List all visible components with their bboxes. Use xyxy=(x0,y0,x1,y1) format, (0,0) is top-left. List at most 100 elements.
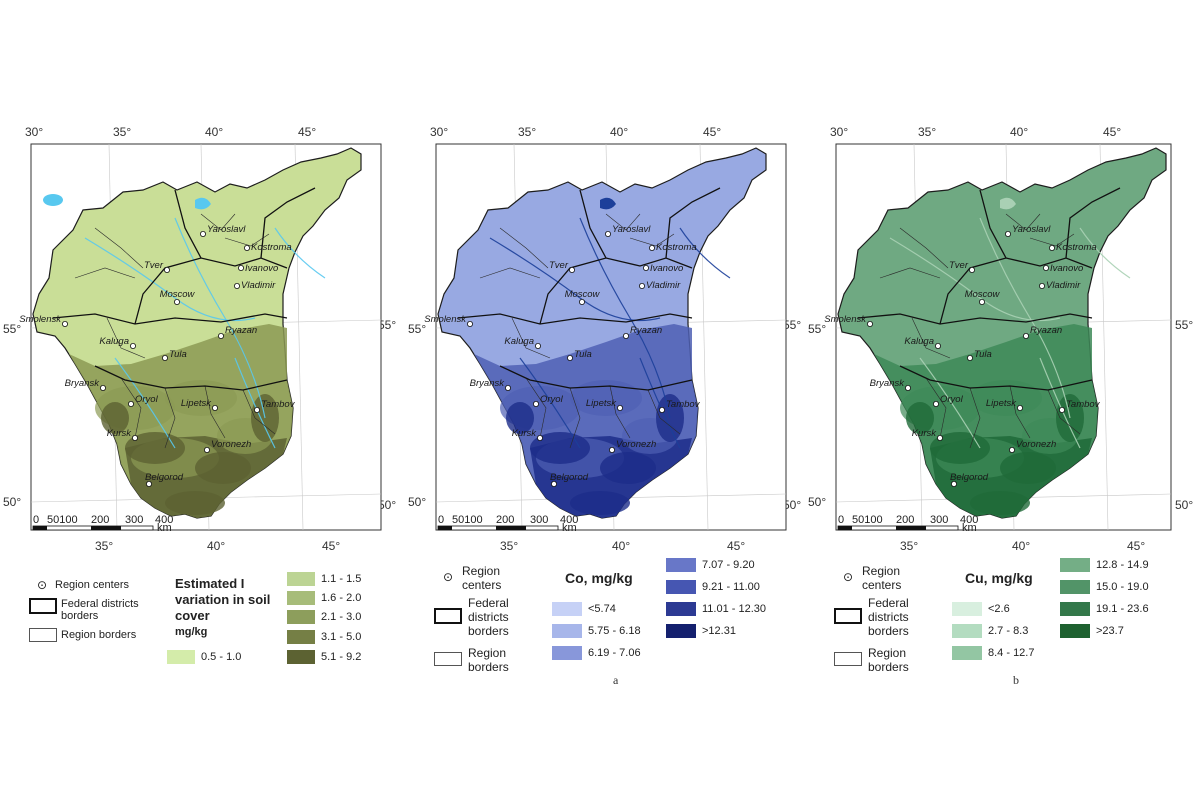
federal-district-border xyxy=(94,365,288,391)
region-centers-label: Region centers xyxy=(462,564,502,592)
legend-class: 8.4 - 12.7 xyxy=(952,646,1034,660)
region-border xyxy=(925,377,947,439)
legend-class-label: 2.1 - 3.0 xyxy=(321,611,362,623)
city-label: Tver xyxy=(144,260,164,271)
legend-federal-borders: Federal districts borders xyxy=(834,596,954,638)
map-panel-iodine: 30° 35° 40° 45° 55° 50° 55° 50° 35° 40° … xyxy=(3,118,396,683)
lon-tick-top: 30° xyxy=(830,125,849,139)
figure-letter: a xyxy=(613,673,619,687)
region-center-marker xyxy=(867,320,874,327)
city-label: Bryansk xyxy=(65,378,101,389)
river xyxy=(639,357,681,449)
lat-tick-left: 55° xyxy=(3,322,22,336)
region-center-marker xyxy=(62,320,69,327)
region-borders-label: Region borders xyxy=(868,646,909,674)
legend-class: 2.7 - 8.3 xyxy=(952,624,1028,638)
city-label: Tambov xyxy=(666,399,701,410)
region-center-marker xyxy=(211,404,218,411)
legend-cobalt: ⊙ Region centers Federal districts borde… xyxy=(430,556,790,683)
scale-label: 200 xyxy=(91,514,109,526)
region-center-marker xyxy=(100,384,107,391)
region-center-marker xyxy=(243,245,250,252)
scale-label: 0 xyxy=(838,514,844,526)
scale-label: 0 xyxy=(438,514,444,526)
legend-swatch xyxy=(666,580,696,594)
legend-class: 1.1 - 1.5 xyxy=(287,572,361,586)
lon-tick-top: 45° xyxy=(298,125,317,139)
river xyxy=(1039,357,1081,449)
city-label: Yaroslavl xyxy=(1012,224,1051,235)
federal-district-border xyxy=(857,313,1093,325)
region-center-marker xyxy=(1022,332,1029,339)
scale-label: 200 xyxy=(896,514,914,526)
legend-class: 19.1 - 23.6 xyxy=(1060,602,1149,616)
legend-class: 1.6 - 2.0 xyxy=(287,591,361,605)
city-label: Tula xyxy=(574,349,592,360)
region-center-marker xyxy=(933,400,940,407)
region-center-marker xyxy=(467,320,474,327)
city-label: Kaluga xyxy=(99,336,129,347)
federal-district-border xyxy=(457,313,693,325)
legend-class-label: <5.74 xyxy=(588,603,616,615)
value-patch xyxy=(600,452,656,484)
value-patch xyxy=(570,380,642,416)
legend-class-label: 3.1 - 5.0 xyxy=(321,631,362,643)
legend-class-label: 15.0 - 19.0 xyxy=(1096,581,1149,593)
figure-letter: b xyxy=(1013,673,1019,687)
lon-tick-top: 35° xyxy=(918,125,937,139)
lon-tick-top: 40° xyxy=(610,125,629,139)
region-border-swatch xyxy=(834,652,862,666)
legend-class: <2.6 xyxy=(952,602,1010,616)
region-border xyxy=(164,387,176,449)
river xyxy=(679,227,731,279)
city-label: Moscow xyxy=(565,289,601,300)
legend-class-label: >23.7 xyxy=(1096,625,1124,637)
city-label: Bryansk xyxy=(870,378,906,389)
value-patch xyxy=(165,491,225,515)
region-center-marker xyxy=(978,298,985,305)
federal-district-border xyxy=(899,365,1093,391)
region-center-marker xyxy=(1048,245,1055,252)
region-center-marker xyxy=(1004,231,1011,238)
federal-border-swatch xyxy=(29,598,57,614)
scale-label: 0 xyxy=(33,514,39,526)
city-label: Oryol xyxy=(540,394,564,405)
legend-class: >23.7 xyxy=(1060,624,1124,638)
legend-class: 15.0 - 19.0 xyxy=(1060,580,1149,594)
federal-district-border xyxy=(260,187,316,259)
river xyxy=(1079,227,1131,279)
city-label: Smolensk xyxy=(824,314,867,325)
legend-class-label: 1.6 - 2.0 xyxy=(321,592,362,604)
lon-tick-top: 35° xyxy=(113,125,132,139)
region-center-marker xyxy=(535,342,542,349)
scale-unit: km xyxy=(562,522,577,534)
city-label: Voronezh xyxy=(1016,439,1056,450)
lat-tick-left: 50° xyxy=(808,495,827,509)
city-label: Ryazan xyxy=(1030,325,1062,336)
legend-copper: ⊙ Region centers Federal districts borde… xyxy=(830,556,1175,683)
region-borders-label: Region borders xyxy=(61,629,137,641)
lon-tick-top: 30° xyxy=(430,125,449,139)
legend-class-label: 7.07 - 9.20 xyxy=(702,559,755,571)
region-center-marker xyxy=(937,434,944,441)
city-label: Vladimir xyxy=(241,280,276,291)
region-borders-label: Region borders xyxy=(468,646,509,674)
region-center-marker xyxy=(905,384,912,391)
region-center-marker xyxy=(128,400,135,407)
region-center-marker xyxy=(161,354,168,361)
legend-class: 3.1 - 5.0 xyxy=(287,630,361,644)
city-label: Yaroslavl xyxy=(207,224,246,235)
value-patch xyxy=(970,380,1042,416)
river xyxy=(274,227,326,279)
lat-tick-right: 55° xyxy=(378,318,397,332)
legend-class-label: 12.8 - 14.9 xyxy=(1096,559,1149,571)
city-label: Kursk xyxy=(512,428,538,439)
legend-class: 5.75 - 6.18 xyxy=(552,624,641,638)
city-label: Moscow xyxy=(965,289,1001,300)
city-label: Smolensk xyxy=(424,314,467,325)
region-border xyxy=(879,267,941,279)
lon-tick-bottom: 35° xyxy=(95,539,114,553)
region-center-marker xyxy=(935,342,942,349)
value-patch xyxy=(165,380,237,416)
legend-class-label: <2.6 xyxy=(988,603,1010,615)
